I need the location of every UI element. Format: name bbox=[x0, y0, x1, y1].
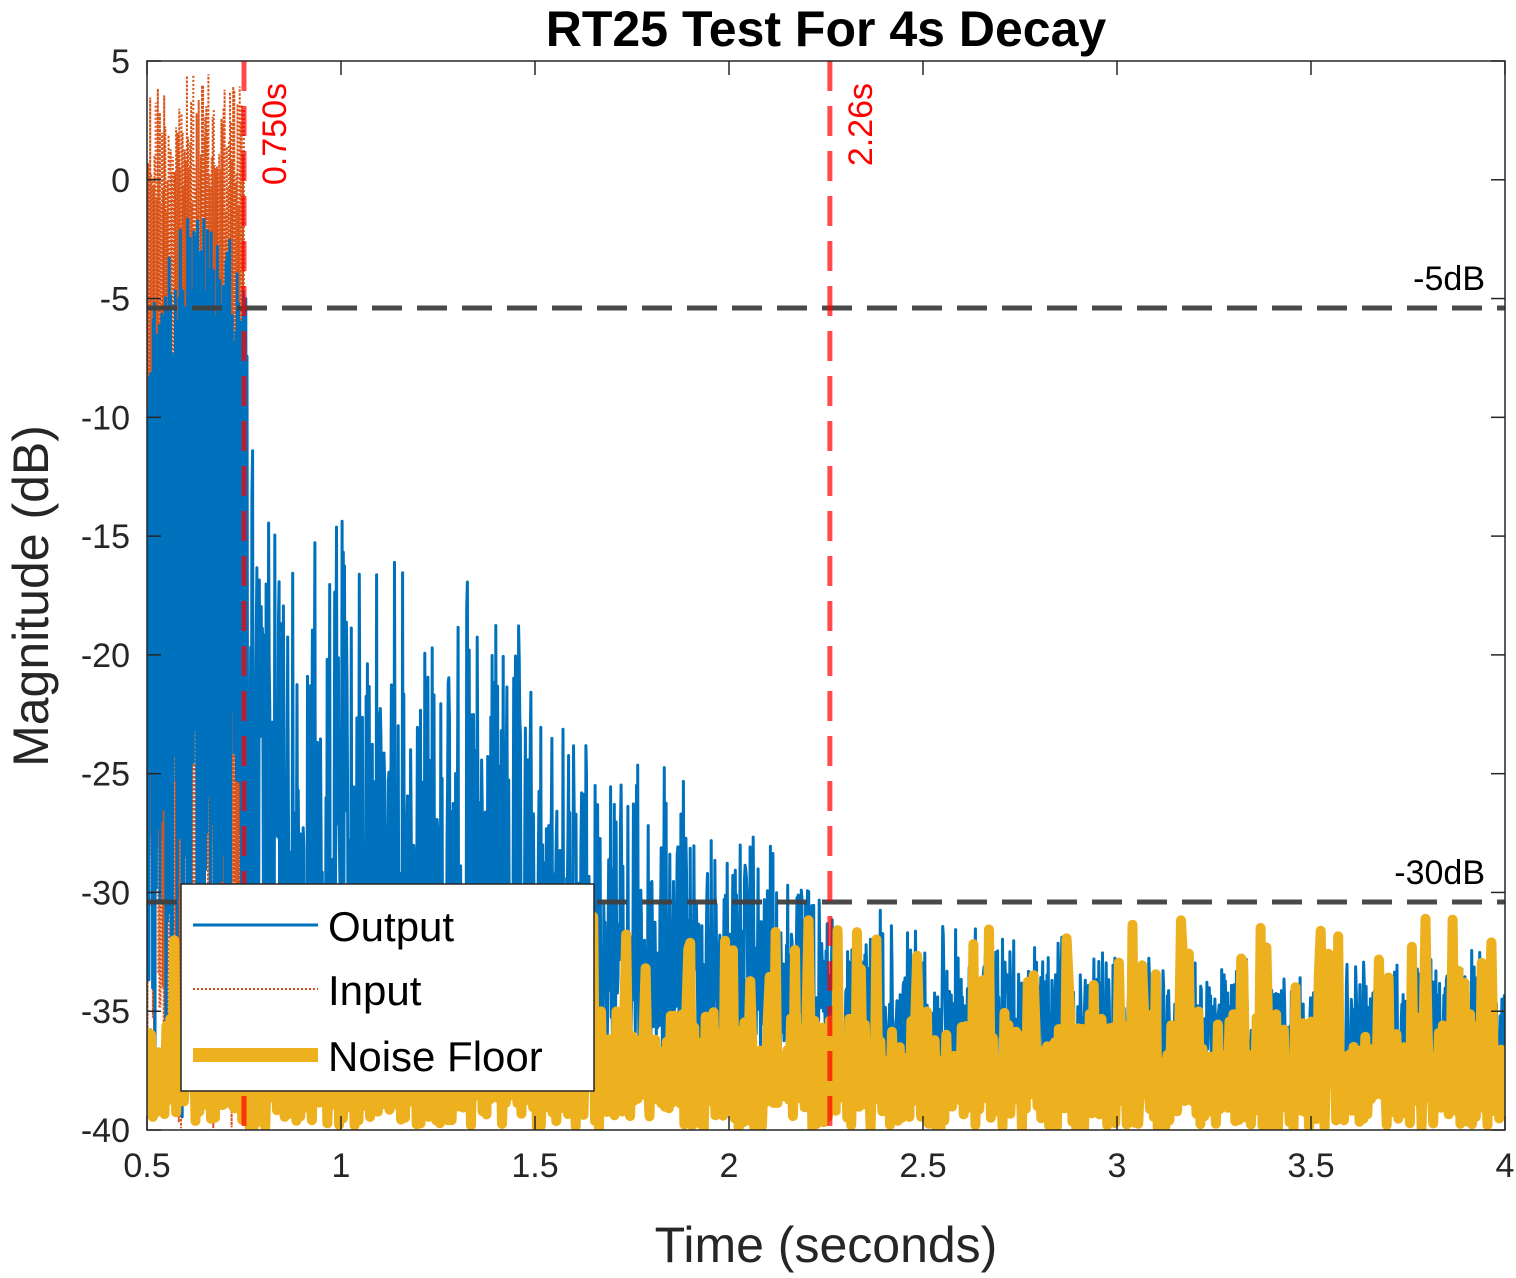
chart-title: RT25 Test For 4s Decay bbox=[546, 1, 1107, 57]
y-tick-label: -5 bbox=[100, 281, 130, 319]
time-marker-label-1: 2.26s bbox=[842, 83, 880, 166]
time-markers: 0.750s 2.26s bbox=[241, 61, 880, 1130]
reference-line-label-0: -5dB bbox=[1413, 260, 1485, 298]
y-tick-label: -30 bbox=[81, 874, 130, 912]
time-marker-label-0: 0.750s bbox=[256, 83, 294, 185]
y-tick-label: -15 bbox=[81, 518, 130, 556]
plot-frame bbox=[146, 60, 1506, 1131]
x-tick-label: 2.5 bbox=[899, 1147, 946, 1185]
x-tick-label: 0.5 bbox=[123, 1147, 170, 1185]
y-tick-label: -40 bbox=[81, 1112, 130, 1150]
x-axis-title: Time (seconds) bbox=[655, 1217, 998, 1273]
x-tick-label: 1.5 bbox=[511, 1147, 558, 1185]
legend-label-input: Input bbox=[328, 967, 422, 1014]
x-tick-label: 3 bbox=[1108, 1147, 1127, 1185]
y-tick-label: -25 bbox=[81, 756, 130, 794]
input-series-line bbox=[147, 74, 245, 1129]
y-tick-label: 0 bbox=[111, 162, 130, 200]
reference-line-label-1: -30dB bbox=[1394, 854, 1485, 892]
y-tick-label: -10 bbox=[81, 399, 130, 437]
y-axis-title: Magnitude (dB) bbox=[3, 425, 59, 767]
y-tick-label: -35 bbox=[81, 993, 130, 1031]
x-tick-label: 2 bbox=[720, 1147, 739, 1185]
y-tick-label: 5 bbox=[111, 43, 130, 81]
legend-label-noise-floor: Noise Floor bbox=[328, 1033, 543, 1080]
y-tick-label: -20 bbox=[81, 637, 130, 675]
output-series-line bbox=[147, 217, 1505, 1119]
x-tick-label: 3.5 bbox=[1287, 1147, 1334, 1185]
legend-label-output: Output bbox=[328, 903, 454, 950]
axis-ticks: 0.5 1 1.5 2 2.5 3 3.5 4 5 0 -5 -10 -15 -20 -25 -30 -35 -4… bbox=[81, 43, 1515, 1185]
legend[interactable]: Output Input Noise Floor bbox=[180, 883, 595, 1092]
x-tick-label: 4 bbox=[1496, 1147, 1515, 1185]
x-tick-label: 1 bbox=[332, 1147, 351, 1185]
